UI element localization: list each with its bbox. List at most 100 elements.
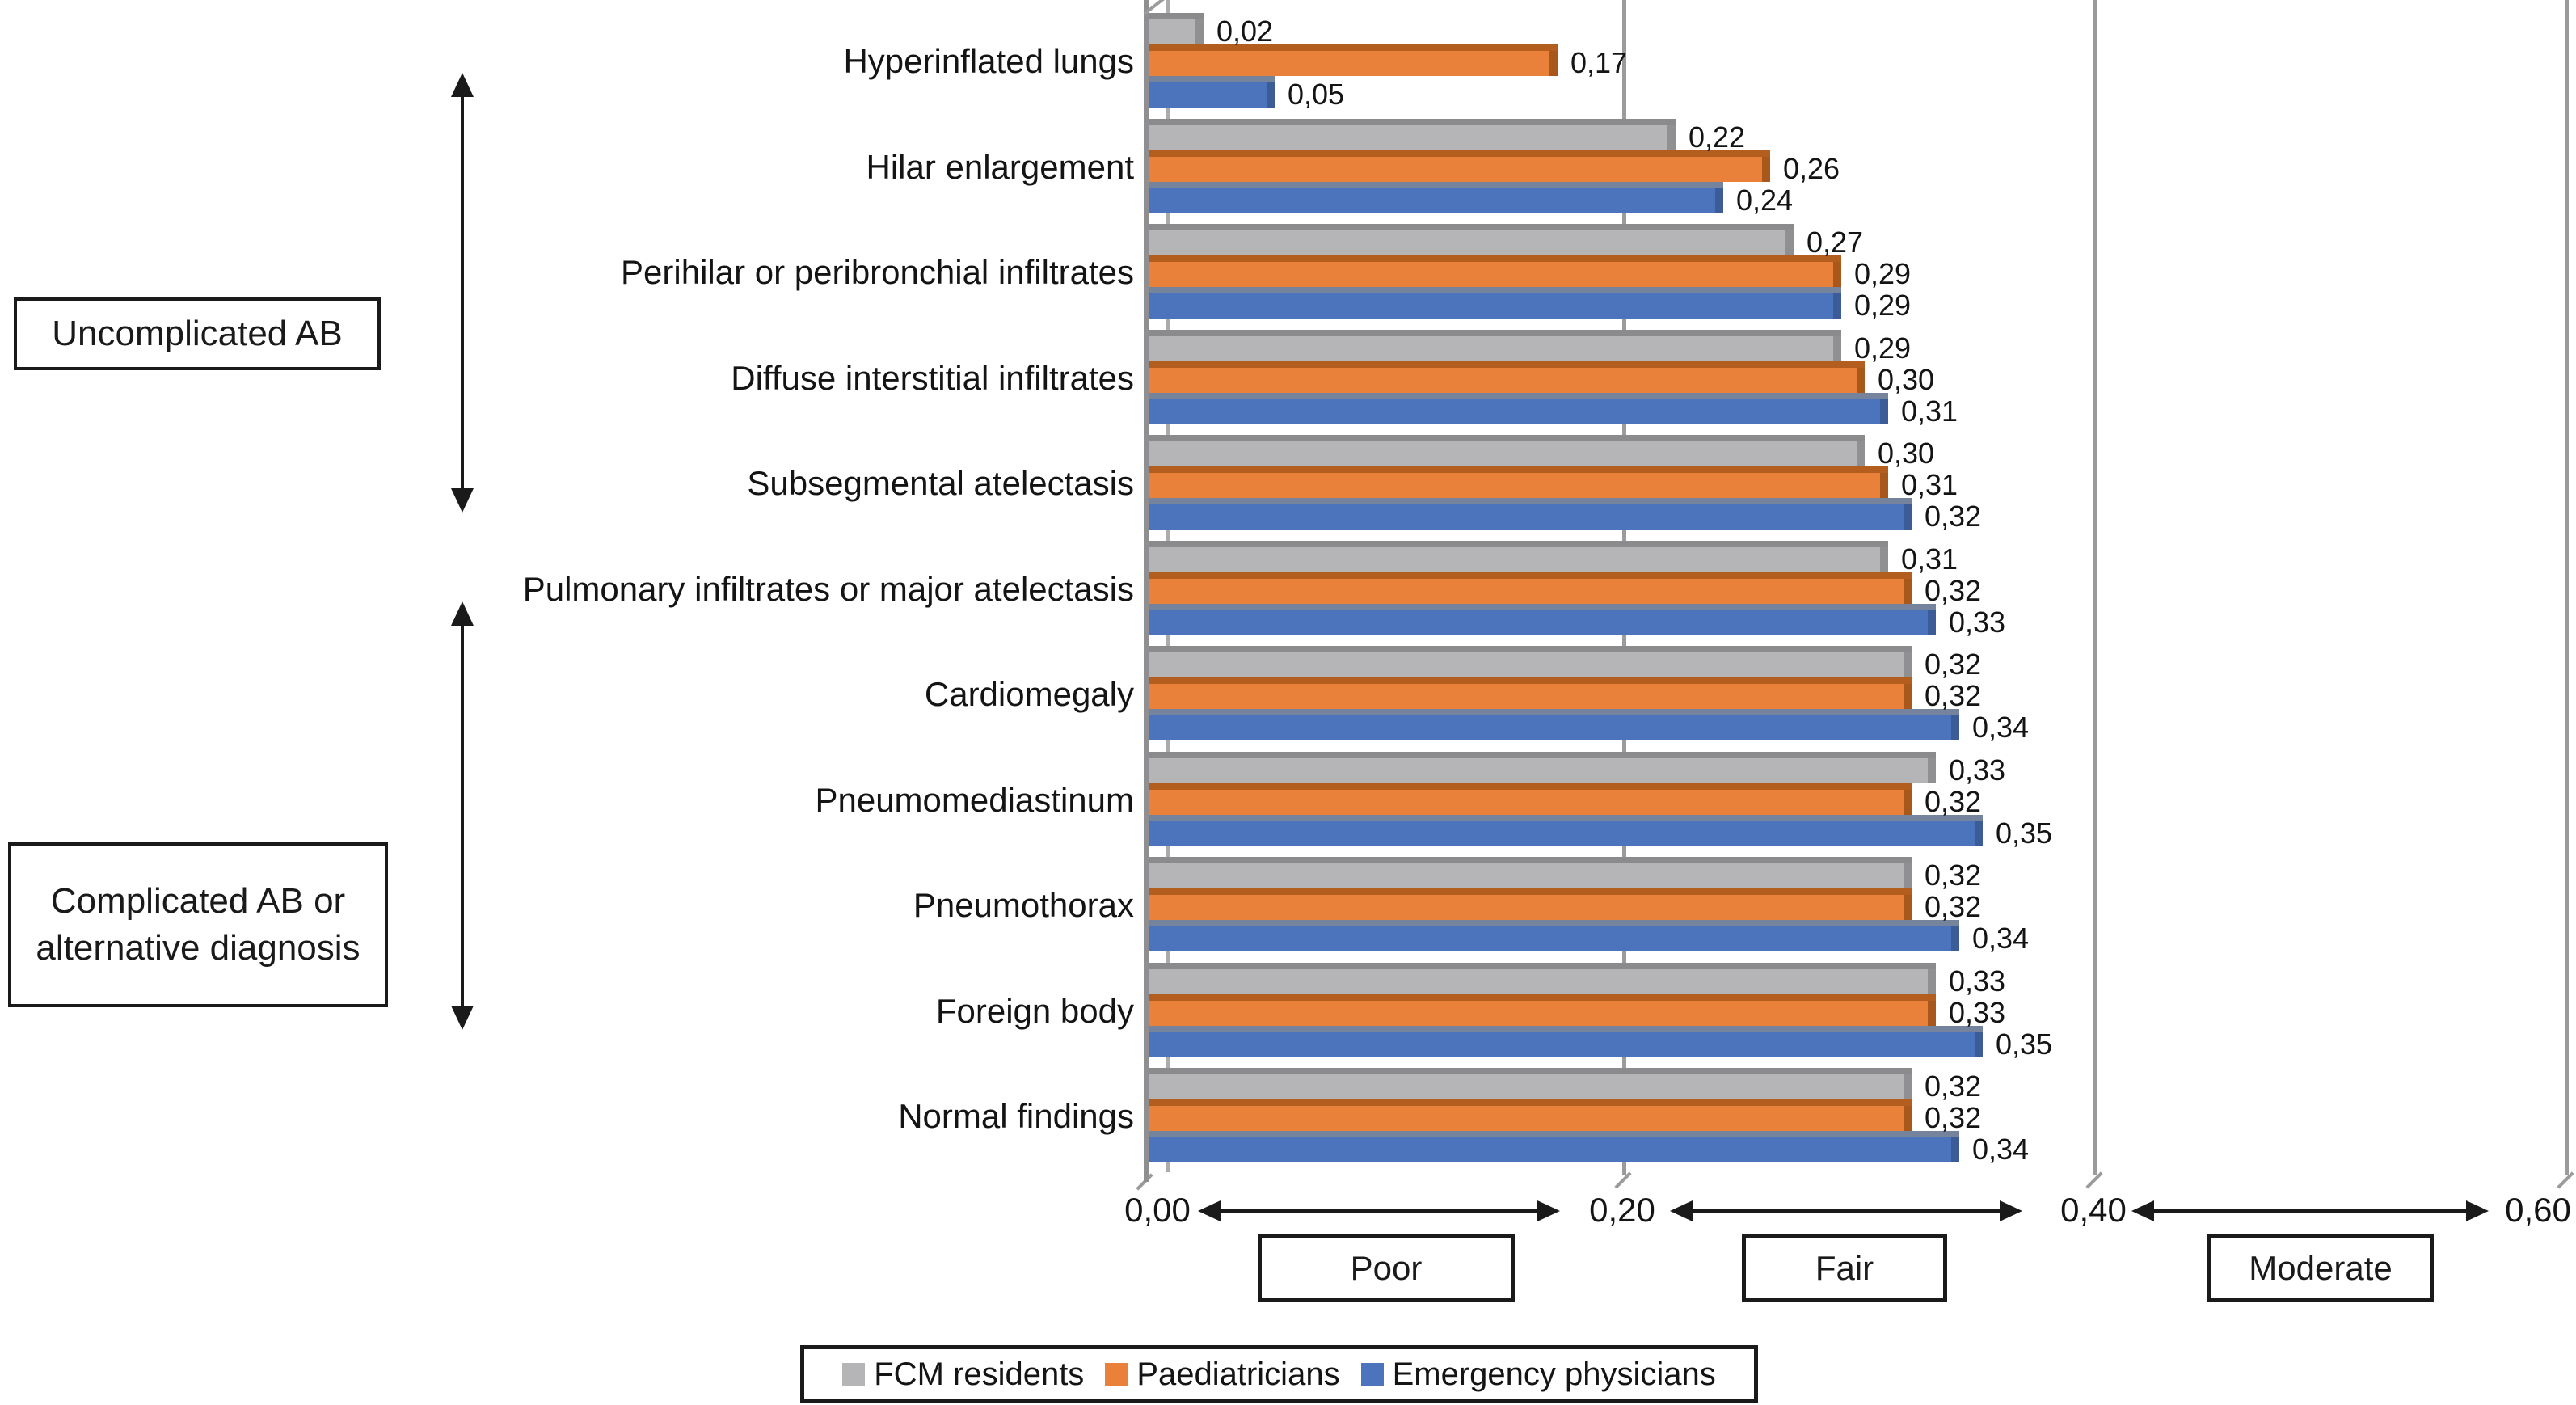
bar-3d-end-face bbox=[1549, 51, 1558, 76]
bar-3d-top-face bbox=[1149, 44, 1558, 51]
bar-3d-end-face bbox=[1951, 715, 1959, 740]
bar-3d-top-face bbox=[1149, 1026, 1983, 1032]
bar-emergency-physicians bbox=[1149, 504, 1904, 530]
bar-3d-end-face bbox=[1904, 895, 1912, 920]
bar-value-label: 0,34 bbox=[1972, 1133, 2030, 1166]
range-label-fair: Fair bbox=[1815, 1249, 1874, 1287]
range1-arrow-left-icon bbox=[1198, 1200, 1221, 1221]
range1-arrow-right-icon bbox=[1537, 1200, 1560, 1221]
bar-value-label: 0,29 bbox=[1854, 331, 1912, 365]
bar-3d-top-face bbox=[1149, 182, 1723, 188]
bar-value-label: 0,33 bbox=[1949, 996, 2006, 1029]
bar-emergency-physicians bbox=[1149, 610, 1928, 635]
bar-3d-end-face bbox=[1928, 758, 1936, 783]
bar-3d-end-face bbox=[1880, 399, 1888, 424]
bar-3d-top-face bbox=[1149, 1068, 1912, 1074]
bar-emergency-physicians bbox=[1149, 399, 1880, 424]
group1-label: Uncomplicated AB bbox=[52, 314, 343, 353]
bar-emergency-physicians bbox=[1149, 821, 1975, 846]
bar-value-label: 0,05 bbox=[1288, 78, 1345, 111]
bar-value-label: 0,29 bbox=[1854, 289, 1912, 322]
bar-3d-top-face bbox=[1149, 815, 1983, 821]
bar-value-label: 0,30 bbox=[1878, 363, 1935, 396]
bar-3d-end-face bbox=[1904, 684, 1912, 709]
range2-arrow-shaft bbox=[1689, 1209, 2003, 1213]
bar-3d-top-face bbox=[1149, 287, 1841, 293]
group2-label-line1: Complicated AB or bbox=[50, 881, 346, 921]
bar-value-label: 0,31 bbox=[1901, 394, 1958, 428]
bar-3d-top-face bbox=[1149, 498, 1912, 504]
y-axis-line bbox=[1144, 0, 1149, 1182]
bar-3d-top-face bbox=[1149, 13, 1204, 19]
bar-3d-top-face bbox=[1149, 963, 1936, 969]
bar-emergency-physicians bbox=[1149, 1032, 1975, 1057]
bar-3d-top-face bbox=[1149, 888, 1912, 895]
bar-3d-top-face bbox=[1149, 646, 1912, 652]
bar-fcm-residents bbox=[1149, 652, 1904, 677]
bar-fcm-residents bbox=[1149, 758, 1928, 783]
bar-paediatricians bbox=[1149, 1001, 1928, 1026]
legend-swatch-icon bbox=[1105, 1363, 1128, 1386]
group2-arrow-head-up-icon bbox=[451, 601, 474, 626]
bar-3d-top-face bbox=[1149, 1131, 1959, 1137]
bar-paediatricians bbox=[1149, 895, 1904, 920]
bar-fcm-residents bbox=[1149, 441, 1857, 466]
bar-3d-top-face bbox=[1149, 541, 1888, 547]
bar-fcm-residents bbox=[1149, 863, 1904, 888]
bar-3d-end-face bbox=[1975, 821, 1983, 846]
bar-3d-top-face bbox=[1149, 150, 1770, 157]
bar-3d-end-face bbox=[1951, 926, 1959, 951]
bar-value-label: 0,33 bbox=[1949, 964, 2006, 998]
bar-3d-end-face bbox=[1667, 125, 1676, 150]
bar-value-label: 0,35 bbox=[1996, 816, 2053, 850]
bar-emergency-physicians bbox=[1149, 293, 1833, 319]
category-label: Subsegmental atelectasis bbox=[747, 464, 1134, 502]
bar-value-label: 0,30 bbox=[1878, 437, 1935, 470]
range1-arrow-shaft bbox=[1217, 1209, 1541, 1213]
category-label: Normal findings bbox=[898, 1097, 1134, 1135]
bar-3d-end-face bbox=[1857, 441, 1865, 466]
bar-3d-top-face bbox=[1149, 330, 1841, 336]
bar-3d-end-face bbox=[1904, 790, 1912, 815]
group2-arrow-shaft bbox=[461, 624, 464, 1007]
bar-3d-top-face bbox=[1149, 604, 1936, 610]
bar-3d-end-face bbox=[1904, 1074, 1912, 1099]
group2-box: Complicated AB or alternative diagnosis bbox=[8, 842, 388, 1007]
bar-paediatricians bbox=[1149, 262, 1833, 287]
range3-arrow-left-icon bbox=[2131, 1200, 2154, 1221]
bar-3d-end-face bbox=[1857, 368, 1865, 393]
range2-arrow-right-icon bbox=[2000, 1200, 2022, 1221]
bar-3d-end-face bbox=[1904, 652, 1912, 677]
bar-3d-top-face bbox=[1149, 466, 1888, 473]
bar-paediatricians bbox=[1149, 1106, 1904, 1131]
bar-value-label: 0,32 bbox=[1925, 1070, 1982, 1103]
bar-emergency-physicians bbox=[1149, 82, 1267, 108]
bar-3d-end-face bbox=[1880, 547, 1888, 572]
bar-value-label: 0,34 bbox=[1972, 922, 2030, 955]
bar-3d-top-face bbox=[1149, 119, 1676, 125]
bar-3d-end-face bbox=[1904, 504, 1912, 530]
bar-fcm-residents bbox=[1149, 969, 1928, 994]
range-label-moderate: Moderate bbox=[2249, 1249, 2393, 1287]
bar-value-label: 0,32 bbox=[1925, 574, 1982, 607]
bar-3d-top-face bbox=[1149, 752, 1936, 758]
bar-3d-top-face bbox=[1149, 920, 1959, 926]
bar-value-label: 0,32 bbox=[1925, 859, 1982, 892]
bar-3d-end-face bbox=[1904, 1106, 1912, 1131]
legend-series-name: Emergency physicians bbox=[1392, 1356, 1716, 1392]
range3-arrow-shaft bbox=[2151, 1209, 2469, 1213]
bar-emergency-physicians bbox=[1149, 926, 1951, 951]
bar-fcm-residents bbox=[1149, 125, 1667, 150]
bar-3d-end-face bbox=[1762, 157, 1770, 182]
bar-3d-top-face bbox=[1149, 435, 1865, 441]
bar-3d-end-face bbox=[1928, 1001, 1936, 1026]
bar-3d-top-face bbox=[1149, 393, 1888, 399]
bar-value-label: 0,31 bbox=[1901, 542, 1958, 576]
bar-emergency-physicians bbox=[1149, 1137, 1951, 1162]
gridline-0-60 bbox=[2565, 0, 2569, 1175]
x-tick-0-20: 0,20 bbox=[1589, 1191, 1655, 1229]
category-label: Foreign body bbox=[935, 992, 1134, 1030]
bar-3d-top-face bbox=[1149, 361, 1865, 368]
bar-value-label: 0,29 bbox=[1854, 257, 1912, 290]
